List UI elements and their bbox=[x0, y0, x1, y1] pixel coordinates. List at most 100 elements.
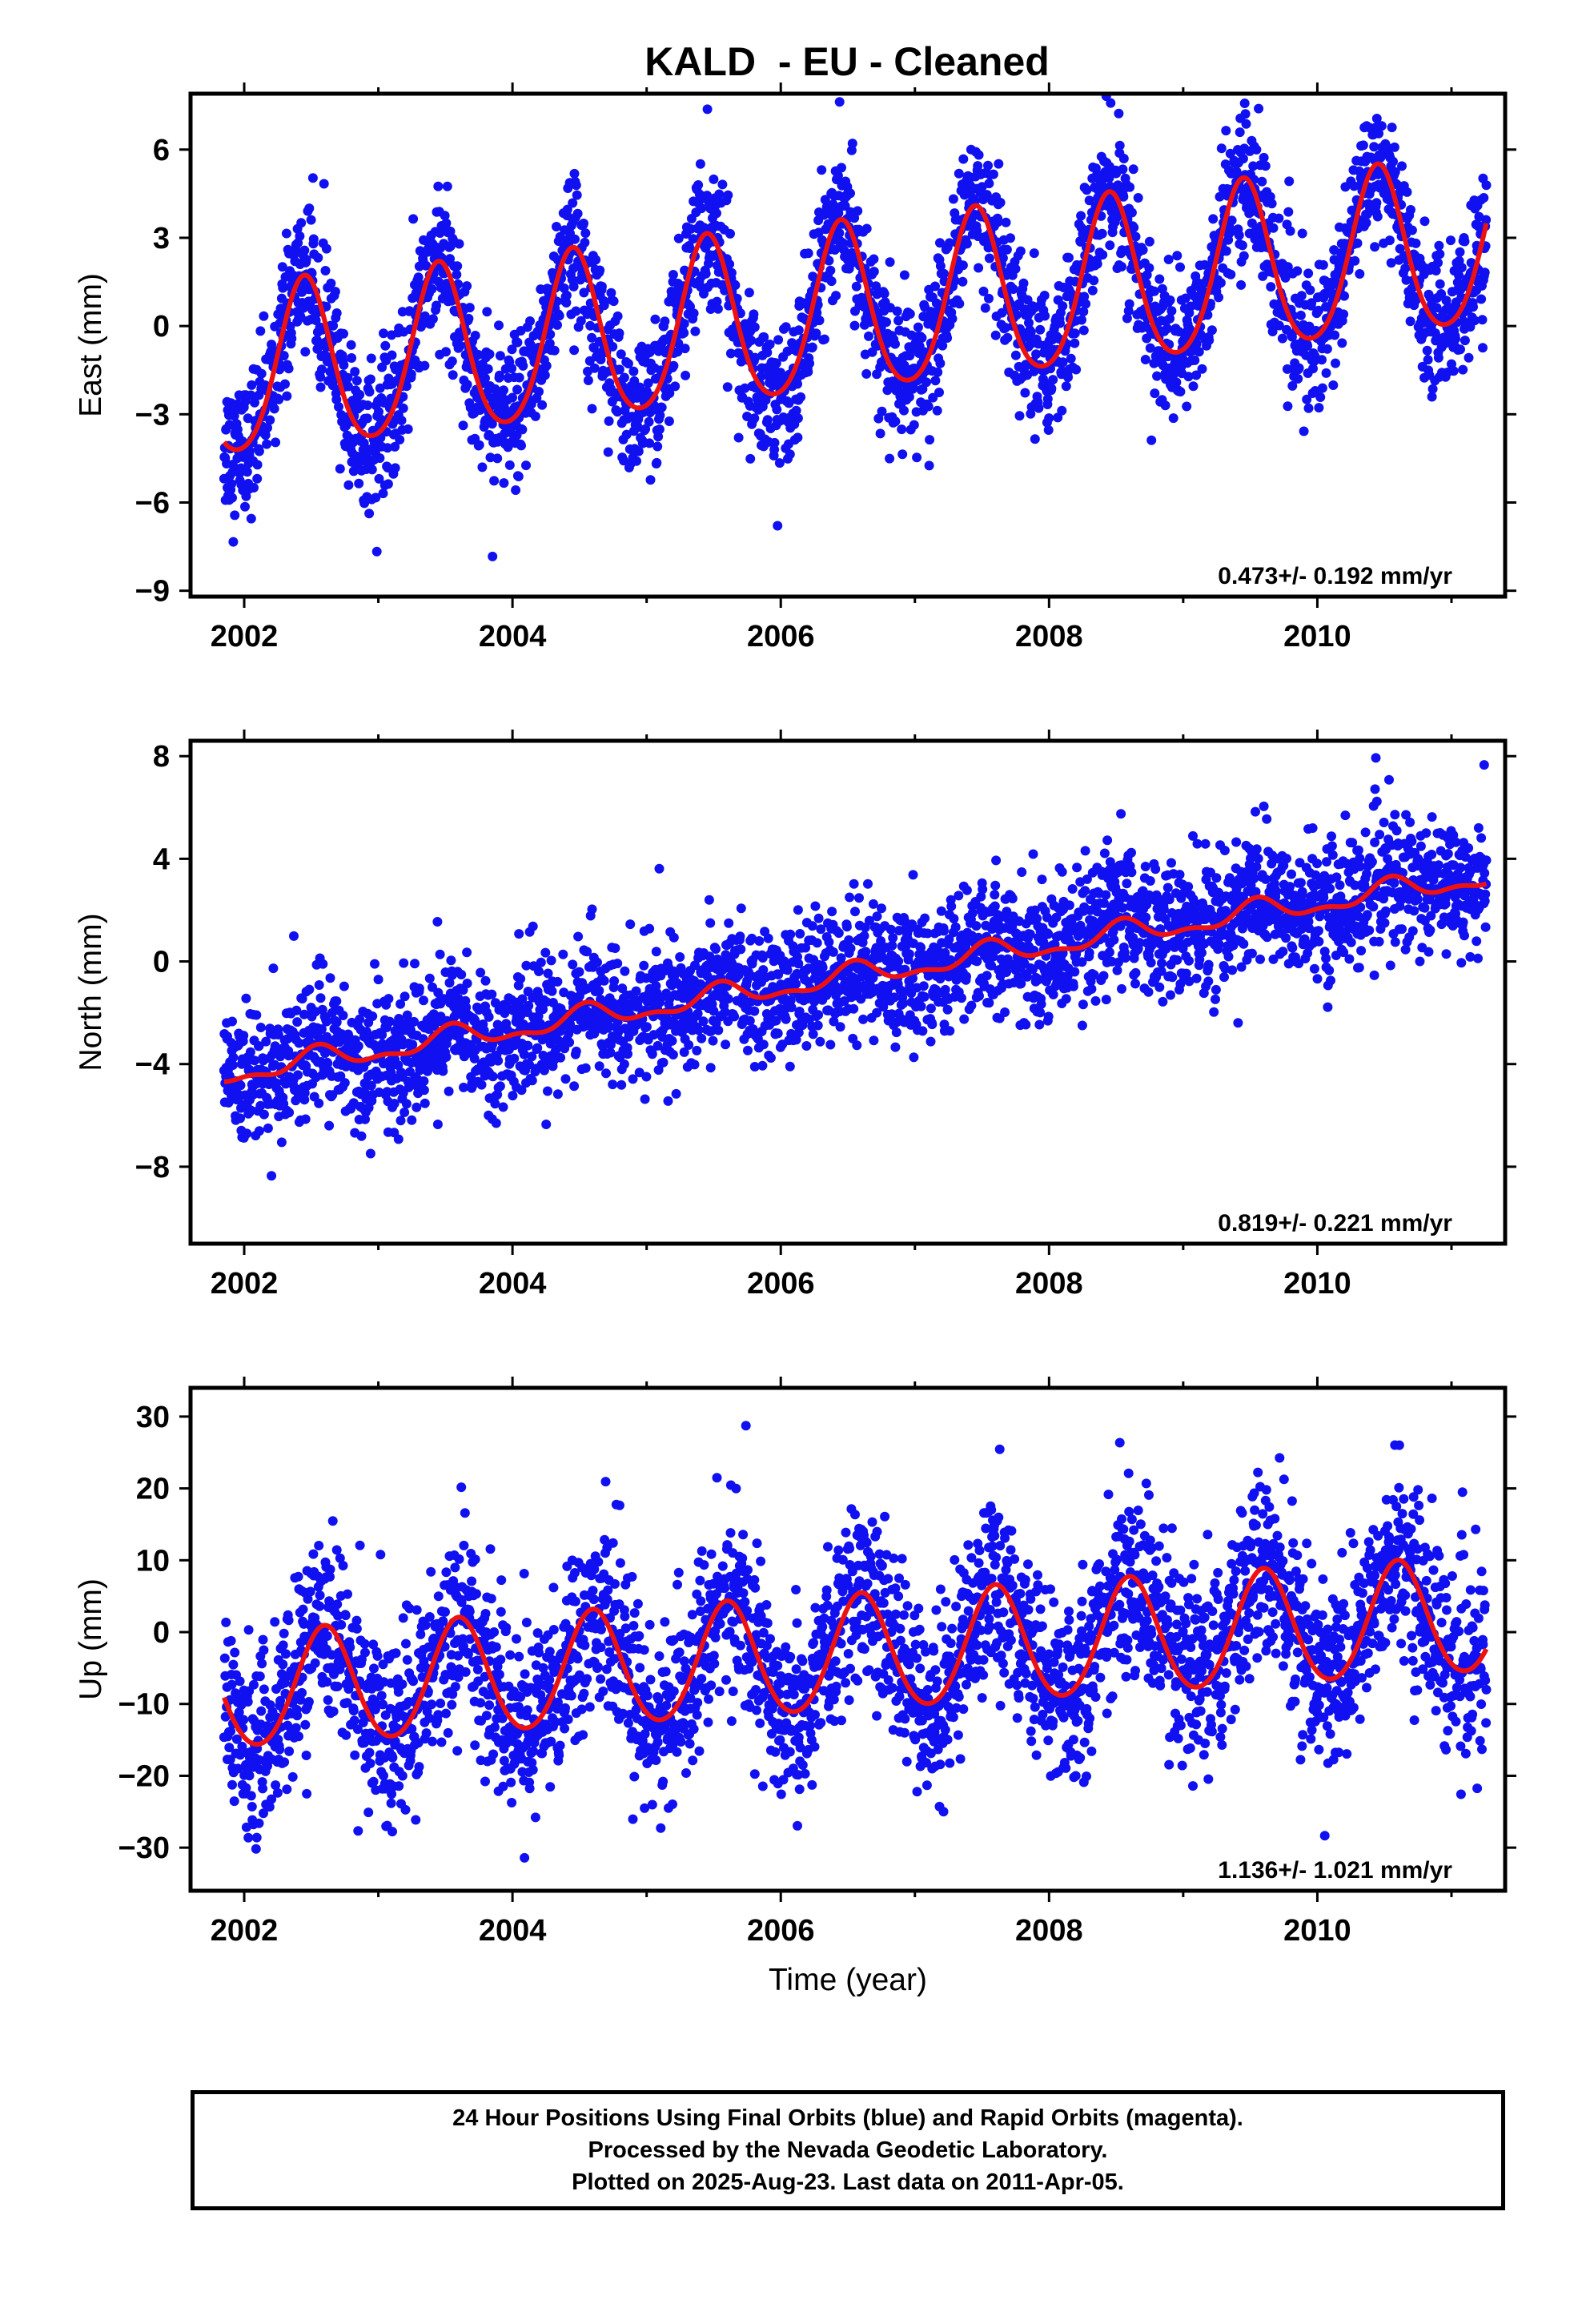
plot-frame-east bbox=[188, 91, 1508, 599]
data-point bbox=[935, 261, 946, 271]
data-point bbox=[904, 392, 914, 402]
data-point bbox=[408, 214, 419, 224]
data-point bbox=[712, 208, 721, 219]
data-point bbox=[1478, 343, 1488, 353]
data-point bbox=[1456, 344, 1465, 355]
data-point bbox=[1296, 291, 1307, 301]
x-tick-label: 2002 bbox=[211, 620, 279, 653]
data-point bbox=[869, 267, 879, 277]
data-point bbox=[690, 960, 700, 971]
data-point bbox=[374, 407, 383, 417]
data-point bbox=[321, 243, 331, 254]
data-point bbox=[1039, 291, 1050, 300]
data-point bbox=[552, 1089, 563, 1100]
data-point bbox=[1434, 240, 1444, 251]
data-point bbox=[890, 339, 900, 349]
data-point bbox=[435, 949, 445, 959]
data-point bbox=[795, 929, 805, 939]
data-point bbox=[849, 879, 859, 889]
data-point bbox=[455, 340, 465, 351]
data-point bbox=[1305, 285, 1315, 296]
data-point bbox=[499, 478, 509, 489]
data-point bbox=[984, 179, 994, 189]
data-point bbox=[847, 139, 857, 149]
data-point bbox=[373, 975, 383, 985]
data-point bbox=[1114, 108, 1124, 119]
data-point bbox=[538, 1004, 548, 1015]
data-point bbox=[462, 380, 472, 390]
data-point bbox=[875, 428, 885, 439]
data-point bbox=[499, 385, 508, 396]
data-point bbox=[845, 892, 855, 903]
data-point bbox=[524, 1000, 534, 1011]
data-point bbox=[316, 1024, 327, 1035]
data-point bbox=[652, 1040, 663, 1051]
data-point bbox=[1035, 324, 1046, 335]
data-point bbox=[1469, 316, 1480, 326]
data-point bbox=[263, 1123, 273, 1133]
data-point bbox=[656, 402, 667, 412]
data-point bbox=[612, 407, 623, 417]
data-point bbox=[395, 435, 405, 444]
data-point bbox=[527, 1051, 537, 1062]
data-point bbox=[793, 325, 804, 336]
data-point bbox=[1058, 301, 1068, 312]
data-point bbox=[1166, 306, 1177, 316]
data-point bbox=[899, 270, 909, 280]
data-point bbox=[599, 975, 609, 986]
data-point bbox=[840, 201, 850, 211]
data-point bbox=[277, 262, 287, 272]
data-point bbox=[1259, 152, 1269, 163]
data-point bbox=[1321, 368, 1331, 378]
data-point bbox=[849, 1003, 859, 1014]
data-point bbox=[359, 438, 369, 448]
data-point bbox=[711, 944, 721, 954]
data-point bbox=[793, 905, 803, 915]
data-point bbox=[1257, 176, 1267, 187]
data-point bbox=[1114, 140, 1125, 151]
data-point bbox=[1168, 413, 1178, 424]
data-point bbox=[723, 994, 733, 1004]
data-point bbox=[612, 311, 623, 321]
data-point bbox=[1384, 235, 1395, 246]
data-point bbox=[1162, 324, 1172, 334]
data-point bbox=[1014, 411, 1025, 421]
data-point bbox=[469, 1053, 480, 1063]
data-point bbox=[1001, 323, 1011, 333]
data-point bbox=[246, 513, 256, 524]
data-point bbox=[835, 1022, 845, 1032]
data-point bbox=[725, 259, 735, 269]
data-point bbox=[1423, 355, 1433, 365]
data-point bbox=[1214, 292, 1224, 303]
data-point bbox=[784, 398, 794, 408]
data-point bbox=[1388, 156, 1398, 167]
data-point bbox=[1435, 249, 1445, 259]
data-point bbox=[592, 957, 602, 967]
data-point bbox=[1402, 187, 1412, 197]
data-point bbox=[343, 381, 353, 392]
data-point bbox=[1084, 195, 1094, 206]
data-point bbox=[948, 194, 958, 204]
data-point bbox=[383, 479, 393, 489]
data-point bbox=[1239, 99, 1250, 108]
data-point bbox=[387, 350, 397, 360]
data-point bbox=[547, 986, 557, 996]
data-point bbox=[680, 344, 690, 354]
data-point bbox=[294, 1038, 304, 1048]
data-point bbox=[389, 1099, 400, 1108]
data-point bbox=[1194, 347, 1204, 357]
data-point bbox=[420, 360, 430, 371]
data-point bbox=[819, 334, 829, 344]
data-point bbox=[1123, 306, 1134, 316]
data-point bbox=[1406, 205, 1415, 215]
data-point bbox=[599, 300, 609, 311]
data-point bbox=[1307, 298, 1317, 308]
data-point bbox=[461, 1002, 472, 1012]
data-point bbox=[432, 1120, 443, 1129]
data-point bbox=[1237, 240, 1247, 251]
data-point bbox=[1063, 372, 1073, 383]
data-point bbox=[807, 921, 817, 931]
data-point bbox=[296, 218, 307, 228]
data-point bbox=[398, 403, 408, 413]
